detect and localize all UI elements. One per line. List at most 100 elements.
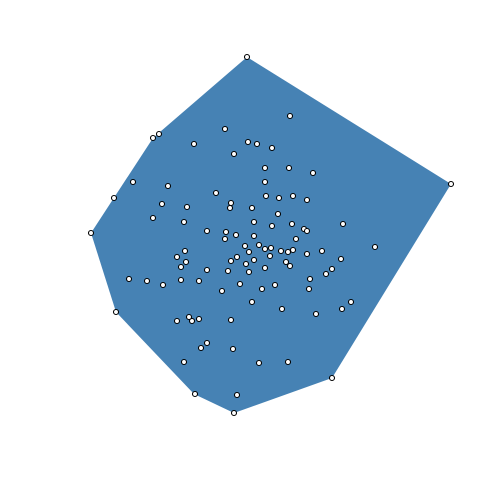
data-point [341, 222, 346, 227]
data-point [224, 230, 229, 235]
data-point [349, 300, 354, 305]
data-point [247, 250, 252, 255]
data-point [235, 255, 240, 260]
data-point [166, 184, 171, 189]
data-point [270, 146, 275, 151]
data-point [145, 279, 150, 284]
data-point [330, 267, 335, 272]
data-point [279, 249, 284, 254]
data-point [238, 282, 243, 287]
data-point [263, 166, 268, 171]
data-point [305, 252, 310, 257]
data-point [320, 249, 325, 254]
data-point [185, 205, 190, 210]
data-point [288, 264, 293, 269]
data-point [182, 220, 187, 225]
data-point [307, 287, 312, 292]
data-point [151, 136, 156, 141]
data-point [287, 166, 292, 171]
data-point [269, 246, 274, 251]
data-point [112, 196, 117, 201]
data-point [183, 249, 188, 254]
data-point [305, 198, 310, 203]
data-point [220, 289, 225, 294]
data-point [277, 196, 282, 201]
data-point [246, 140, 251, 145]
data-point [229, 318, 234, 323]
data-point [273, 283, 278, 288]
data-point [255, 142, 260, 147]
data-point [160, 202, 165, 207]
data-point [250, 206, 255, 211]
data-point [199, 346, 204, 351]
data-point [235, 393, 240, 398]
data-point [244, 262, 249, 267]
data-point [264, 194, 269, 199]
data-point [179, 278, 184, 283]
data-point [268, 254, 273, 259]
data-point [340, 307, 345, 312]
data-point [197, 279, 202, 284]
data-point [291, 248, 296, 253]
data-point [229, 259, 234, 264]
data-point [182, 360, 187, 365]
data-point [175, 255, 180, 260]
data-point [305, 229, 310, 234]
data-point [308, 277, 313, 282]
convex-hull-area [91, 57, 451, 413]
data-point [226, 269, 231, 274]
data-point [257, 243, 262, 248]
data-point [157, 132, 162, 137]
data-point [205, 229, 210, 234]
data-point [234, 233, 239, 238]
data-point [288, 114, 293, 119]
data-point [291, 194, 296, 199]
data-point [294, 237, 299, 242]
data-point [250, 300, 255, 305]
data-point [232, 411, 237, 416]
data-point [290, 222, 295, 227]
data-point [127, 277, 132, 282]
data-point [192, 142, 197, 147]
data-point [324, 272, 329, 277]
data-point [131, 180, 136, 185]
data-point [284, 260, 289, 265]
data-point [449, 182, 454, 187]
data-point [89, 231, 94, 236]
data-point [263, 180, 268, 185]
data-point [263, 247, 268, 252]
data-point [187, 315, 192, 320]
data-point [245, 55, 250, 60]
data-point [161, 283, 166, 288]
data-point [247, 270, 252, 275]
data-point [276, 212, 281, 217]
data-point [205, 268, 210, 273]
data-point [232, 152, 237, 157]
data-point [193, 392, 198, 397]
data-point [252, 258, 257, 263]
data-point [263, 266, 268, 271]
data-point [257, 361, 262, 366]
data-point [252, 234, 257, 239]
data-point [114, 310, 119, 315]
data-point [223, 127, 228, 132]
data-point [286, 250, 291, 255]
data-point [270, 224, 275, 229]
data-point [260, 287, 265, 292]
data-point [228, 206, 233, 211]
data-point [229, 201, 234, 206]
data-point [339, 257, 344, 262]
data-point [205, 341, 210, 346]
data-point [252, 220, 257, 225]
data-point [223, 237, 228, 242]
data-point [197, 317, 202, 322]
data-point [184, 260, 189, 265]
data-point [231, 347, 236, 352]
data-point [179, 265, 184, 270]
data-point [330, 376, 335, 381]
data-point [286, 360, 291, 365]
data-point [314, 312, 319, 317]
data-point [373, 245, 378, 250]
data-point [311, 171, 316, 176]
